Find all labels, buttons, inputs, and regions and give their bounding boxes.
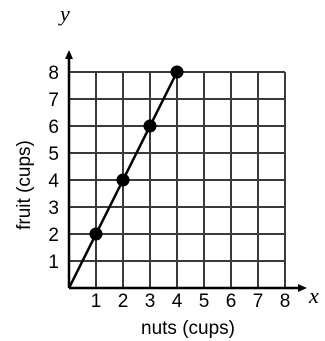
data-point bbox=[143, 119, 157, 133]
y-axis-title: fruit (cups) bbox=[14, 140, 35, 230]
y-tick-label: 7 bbox=[48, 90, 59, 111]
x-tick-label: 2 bbox=[118, 291, 129, 312]
y-tick-label: 5 bbox=[48, 144, 59, 165]
x-tick-label: 8 bbox=[280, 291, 291, 312]
y-tick-label: 4 bbox=[48, 171, 59, 192]
y-tick-label: 2 bbox=[48, 225, 59, 246]
data-point bbox=[89, 227, 103, 241]
x-axis-letter: x bbox=[308, 283, 319, 308]
grid bbox=[69, 71, 286, 288]
x-tick-label: 1 bbox=[91, 291, 102, 312]
axes bbox=[65, 50, 307, 292]
x-tick-label: 5 bbox=[199, 291, 210, 312]
x-axis-title: nuts (cups) bbox=[141, 318, 235, 339]
y-tick-label: 1 bbox=[48, 252, 59, 273]
x-tick-label: 3 bbox=[145, 291, 156, 312]
series bbox=[67, 65, 184, 289]
x-tick-label: 6 bbox=[226, 291, 237, 312]
data-point bbox=[170, 65, 184, 79]
x-tick-label: 4 bbox=[172, 291, 183, 312]
data-point bbox=[116, 173, 130, 187]
y-tick-label: 3 bbox=[48, 198, 59, 219]
y-tick-label: 8 bbox=[48, 63, 59, 84]
x-tick-label: 7 bbox=[253, 291, 264, 312]
y-axis-letter: y bbox=[58, 1, 70, 26]
y-tick-label: 6 bbox=[48, 117, 59, 138]
